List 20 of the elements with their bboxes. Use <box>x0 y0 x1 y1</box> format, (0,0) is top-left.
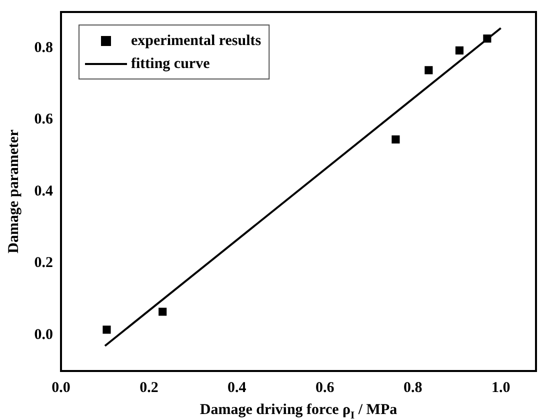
y-tick-label: 0.4 <box>34 183 54 200</box>
y-tick-label: 0.0 <box>34 326 53 343</box>
x-tick-label: 0.6 <box>316 380 335 396</box>
x-tick-label: 0.8 <box>403 380 422 396</box>
y-axis-title: Damage parameter <box>6 129 22 254</box>
x-tick-label: 0.2 <box>140 380 158 396</box>
x-tick-label: 0.4 <box>228 380 247 396</box>
y-tick-label: 0.8 <box>34 40 53 56</box>
point <box>102 326 111 334</box>
point <box>158 308 167 316</box>
x-tick-label: 0.0 <box>52 380 70 396</box>
point <box>424 66 433 74</box>
point <box>392 135 400 144</box>
y-tick-label: 0.2 <box>34 255 53 272</box>
x-tick-label: 1.0 <box>491 380 510 396</box>
legend-label: fitting curve <box>131 56 210 72</box>
legend-label: experimental results <box>131 32 262 49</box>
point <box>455 46 464 54</box>
y-tick-label: 0.6 <box>34 112 54 128</box>
point <box>483 34 492 43</box>
